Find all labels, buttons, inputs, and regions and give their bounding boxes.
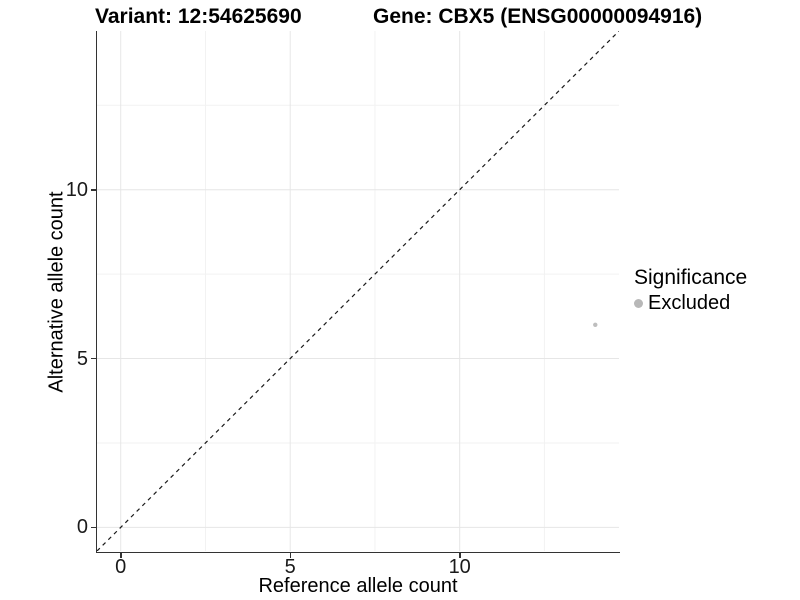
x-tick-mark <box>120 553 122 558</box>
y-axis-title: Alternative allele count <box>45 191 68 393</box>
y-tick-label: 10 <box>65 178 88 201</box>
y-tick-mark <box>91 189 96 191</box>
y-tick-mark <box>91 526 96 529</box>
data-point <box>593 322 598 327</box>
legend-item-label: Excluded <box>648 292 731 314</box>
x-tick-label: 10 <box>448 556 471 578</box>
identity-reference-line <box>97 31 619 551</box>
plot-title-gene: Gene: CBX5 (ENSG00000094916) <box>373 5 703 28</box>
x-axis-title: Reference allele count <box>258 575 458 597</box>
legend-item-excluded: Excluded <box>634 292 747 315</box>
plot-panel <box>96 31 620 553</box>
x-tick-mark <box>459 553 461 558</box>
legend-key-dot-icon <box>634 299 643 308</box>
legend-title: Significance <box>634 266 748 289</box>
x-tick-label: 5 <box>284 556 296 578</box>
y-tick-label: 0 <box>76 516 88 539</box>
y-tick-label: 5 <box>76 347 88 370</box>
plot-canvas <box>97 31 619 551</box>
x-tick-label: 0 <box>115 556 127 578</box>
y-tick-mark <box>91 358 96 360</box>
legend: Significance Excluded <box>634 266 747 315</box>
plot-title-variant: Variant: 12:54625690 <box>95 5 302 28</box>
x-tick-mark <box>289 553 292 558</box>
